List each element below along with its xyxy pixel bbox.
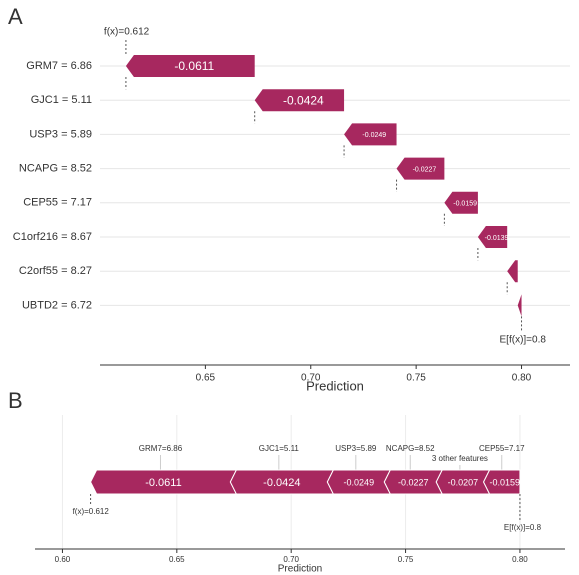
segment-value-label: -0.0424 [263, 477, 300, 489]
feature-label: USP3 = 5.89 [29, 128, 92, 140]
shap-bar [477, 226, 508, 248]
shap-bar [396, 157, 445, 180]
feature-label: GRM7=6.86 [139, 444, 183, 453]
bar-value-label: -0.0249 [362, 132, 386, 139]
fx-label: f(x)=0.612 [104, 27, 150, 38]
x-tick-label: 0.70 [283, 555, 299, 564]
x-axis-label: Prediction [306, 378, 364, 393]
shap-bar [125, 55, 255, 77]
feature-label: GJC1=5.11 [259, 444, 300, 453]
bar-value-label: -0.0159 [453, 201, 477, 208]
x-tick-label: 0.60 [55, 555, 71, 564]
feature-label: C2orf55 = 8.27 [19, 265, 92, 277]
shap-bar [517, 294, 522, 317]
x-tick-label: 0.65 [169, 555, 185, 564]
panel-label: A [8, 4, 23, 29]
feature-label: CEP55 = 7.17 [23, 197, 92, 209]
feature-label: GJC1 = 5.11 [31, 94, 92, 106]
segment-value-label: -0.0611 [145, 477, 182, 489]
segment-value-label: -0.0207 [448, 477, 479, 487]
segment-value-label: -0.0159 [489, 477, 520, 487]
feature-label: CEP55=7.17 [479, 444, 525, 453]
fx-label: f(x)=0.612 [73, 507, 110, 516]
bar-value-label: -0.0611 [174, 59, 214, 73]
bar-value-label: -0.0424 [283, 93, 324, 107]
base-label: E[f(x)]=0.8 [500, 335, 547, 346]
shap-bar [254, 89, 345, 112]
x-tick-label: 0.75 [406, 373, 426, 384]
x-tick-label: 0.70 [301, 373, 321, 384]
shap-bar [444, 191, 478, 214]
feature-label: UBTD2 = 6.72 [22, 299, 92, 311]
feature-label: NCAPG=8.52 [386, 444, 435, 453]
segment-value-label: -0.0227 [398, 477, 429, 487]
feature-label: C1orf216 = 8.67 [13, 231, 92, 243]
panel-label: B [8, 388, 23, 413]
feature-label: USP3=5.89 [335, 444, 377, 453]
x-tick-label: 0.80 [512, 555, 528, 564]
x-tick-label: 0.75 [398, 555, 414, 564]
x-tick-label: 0.65 [196, 373, 216, 384]
segment-value-label: -0.0249 [344, 477, 375, 487]
force-segment [483, 469, 521, 495]
base-label: E[f(x)]=0.8 [504, 523, 542, 532]
shap-bar [344, 123, 397, 146]
x-tick-label: 0.80 [512, 373, 532, 384]
bar-value-label: -0.0227 [413, 166, 437, 173]
bar-value-label: -0.0139 [485, 235, 509, 242]
feature-label: NCAPG = 8.52 [19, 163, 92, 175]
feature-label: 3 other features [432, 454, 488, 463]
feature-label: GRM7 = 6.86 [26, 60, 92, 72]
x-axis-label: Prediction [278, 564, 322, 575]
shap-bar [507, 260, 518, 283]
